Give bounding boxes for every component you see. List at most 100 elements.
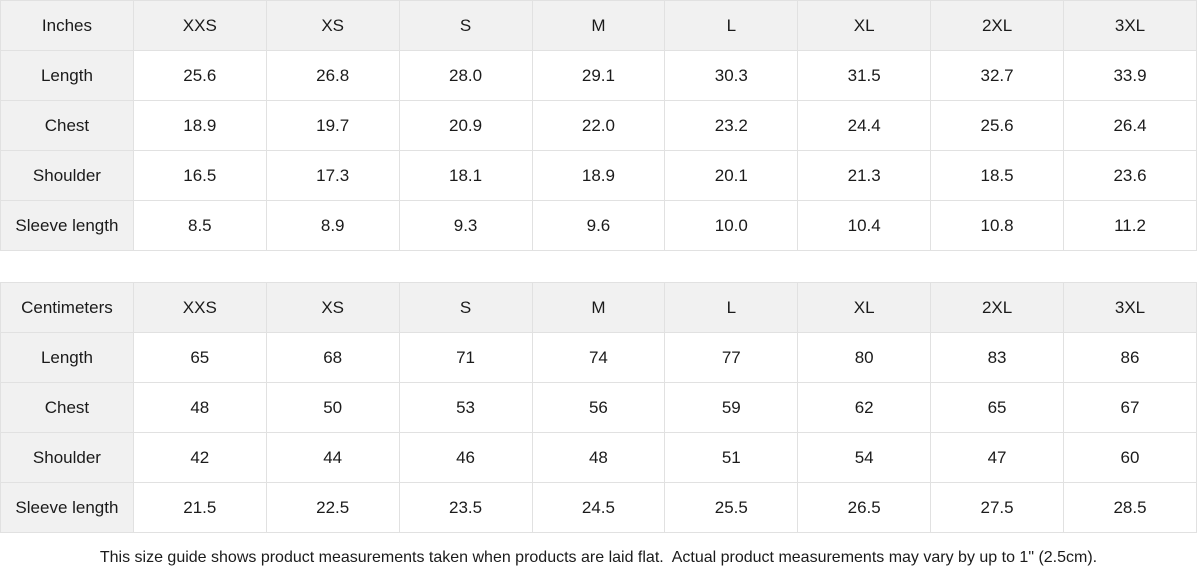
inches-size-table: Inches XXS XS S M L XL 2XL 3XL Length 25… [0,0,1197,251]
measurement-value-cell: 18.1 [398,150,533,201]
measurement-row: Sleeve length 21.5 22.5 23.5 24.5 25.5 2… [0,482,1197,533]
measurement-value-cell: 23.2 [664,100,799,151]
measurement-value-cell: 25.6 [930,100,1064,151]
measurement-value-cell: 25.5 [664,482,799,533]
measurement-value-cell: 29.1 [531,50,666,101]
measurement-label-cell: Length [0,332,134,383]
measurement-value-cell: 21.3 [797,150,932,201]
measurement-value-cell: 18.9 [531,150,666,201]
measurement-value-cell: 28.0 [398,50,533,101]
size-header-cell: 2XL [930,0,1064,51]
measurement-value-cell: 20.9 [398,100,533,151]
measurement-value-cell: 47 [930,432,1064,483]
measurement-value-cell: 26.8 [265,50,400,101]
measurement-value-cell: 18.9 [132,100,267,151]
size-header-cell: 3XL [1063,282,1197,333]
measurement-label-cell: Shoulder [0,150,134,201]
size-header-cell: XXS [132,0,267,51]
measurement-value-cell: 42 [132,432,267,483]
size-header-cell: M [531,282,666,333]
measurement-row: Sleeve length 8.5 8.9 9.3 9.6 10.0 10.4 … [0,200,1197,251]
measurement-label-cell: Length [0,50,134,101]
measurement-value-cell: 18.5 [930,150,1064,201]
measurement-value-cell: 17.3 [265,150,400,201]
size-header-cell: XL [797,0,932,51]
measurement-value-cell: 68 [265,332,400,383]
measurement-row: Length 65 68 71 74 77 80 83 86 [0,332,1197,383]
measurement-label-cell: Sleeve length [0,482,134,533]
measurement-value-cell: 8.9 [265,200,400,251]
size-header-cell: XS [265,282,400,333]
size-header-row: Inches XXS XS S M L XL 2XL 3XL [0,0,1197,51]
measurement-value-cell: 80 [797,332,932,383]
measurement-value-cell: 48 [531,432,666,483]
size-header-row: Centimeters XXS XS S M L XL 2XL 3XL [0,282,1197,333]
unit-header-cell: Inches [0,0,134,51]
measurement-value-cell: 28.5 [1063,482,1197,533]
measurement-row: Shoulder 42 44 46 48 51 54 47 60 [0,432,1197,483]
measurement-value-cell: 32.7 [930,50,1064,101]
measurement-value-cell: 86 [1063,332,1197,383]
measurement-value-cell: 56 [531,382,666,433]
measurement-value-cell: 10.4 [797,200,932,251]
measurement-value-cell: 10.0 [664,200,799,251]
measurement-value-cell: 8.5 [132,200,267,251]
measurement-value-cell: 23.6 [1063,150,1197,201]
measurement-value-cell: 65 [930,382,1064,433]
measurement-row: Shoulder 16.5 17.3 18.1 18.9 20.1 21.3 1… [0,150,1197,201]
measurement-label-cell: Sleeve length [0,200,134,251]
measurement-value-cell: 46 [398,432,533,483]
size-guide-note: This size guide shows product measuremen… [0,533,1197,582]
size-header-cell: 3XL [1063,0,1197,51]
measurement-value-cell: 30.3 [664,50,799,101]
measurement-value-cell: 74 [531,332,666,383]
measurement-value-cell: 59 [664,382,799,433]
measurement-value-cell: 71 [398,332,533,383]
measurement-value-cell: 27.5 [930,482,1064,533]
size-header-cell: XL [797,282,932,333]
size-header-cell: 2XL [930,282,1064,333]
size-header-cell: XS [265,0,400,51]
measurement-value-cell: 53 [398,382,533,433]
measurement-row: Chest 48 50 53 56 59 62 65 67 [0,382,1197,433]
measurement-value-cell: 31.5 [797,50,932,101]
measurement-value-cell: 67 [1063,382,1197,433]
measurement-value-cell: 20.1 [664,150,799,201]
size-header-cell: L [664,282,799,333]
measurement-value-cell: 83 [930,332,1064,383]
measurement-value-cell: 23.5 [398,482,533,533]
measurement-value-cell: 21.5 [132,482,267,533]
measurement-value-cell: 33.9 [1063,50,1197,101]
measurement-value-cell: 50 [265,382,400,433]
measurement-value-cell: 16.5 [132,150,267,201]
measurement-value-cell: 19.7 [265,100,400,151]
measurement-value-cell: 62 [797,382,932,433]
measurement-value-cell: 25.6 [132,50,267,101]
measurement-value-cell: 26.4 [1063,100,1197,151]
measurement-row: Chest 18.9 19.7 20.9 22.0 23.2 24.4 25.6… [0,100,1197,151]
size-header-cell: L [664,0,799,51]
table-spacer [0,251,1197,282]
size-header-cell: M [531,0,666,51]
measurement-value-cell: 65 [132,332,267,383]
measurement-value-cell: 24.5 [531,482,666,533]
measurement-label-cell: Chest [0,382,134,433]
measurement-value-cell: 22.0 [531,100,666,151]
centimeters-size-table: Centimeters XXS XS S M L XL 2XL 3XL Leng… [0,282,1197,533]
size-header-cell: XXS [132,282,267,333]
measurement-value-cell: 10.8 [930,200,1064,251]
measurement-label-cell: Shoulder [0,432,134,483]
measurement-value-cell: 11.2 [1063,200,1197,251]
measurement-label-cell: Chest [0,100,134,151]
unit-header-cell: Centimeters [0,282,134,333]
measurement-value-cell: 9.3 [398,200,533,251]
measurement-value-cell: 48 [132,382,267,433]
measurement-row: Length 25.6 26.8 28.0 29.1 30.3 31.5 32.… [0,50,1197,101]
size-header-cell: S [398,282,533,333]
measurement-value-cell: 60 [1063,432,1197,483]
measurement-value-cell: 22.5 [265,482,400,533]
measurement-value-cell: 54 [797,432,932,483]
measurement-value-cell: 26.5 [797,482,932,533]
measurement-value-cell: 24.4 [797,100,932,151]
measurement-value-cell: 51 [664,432,799,483]
